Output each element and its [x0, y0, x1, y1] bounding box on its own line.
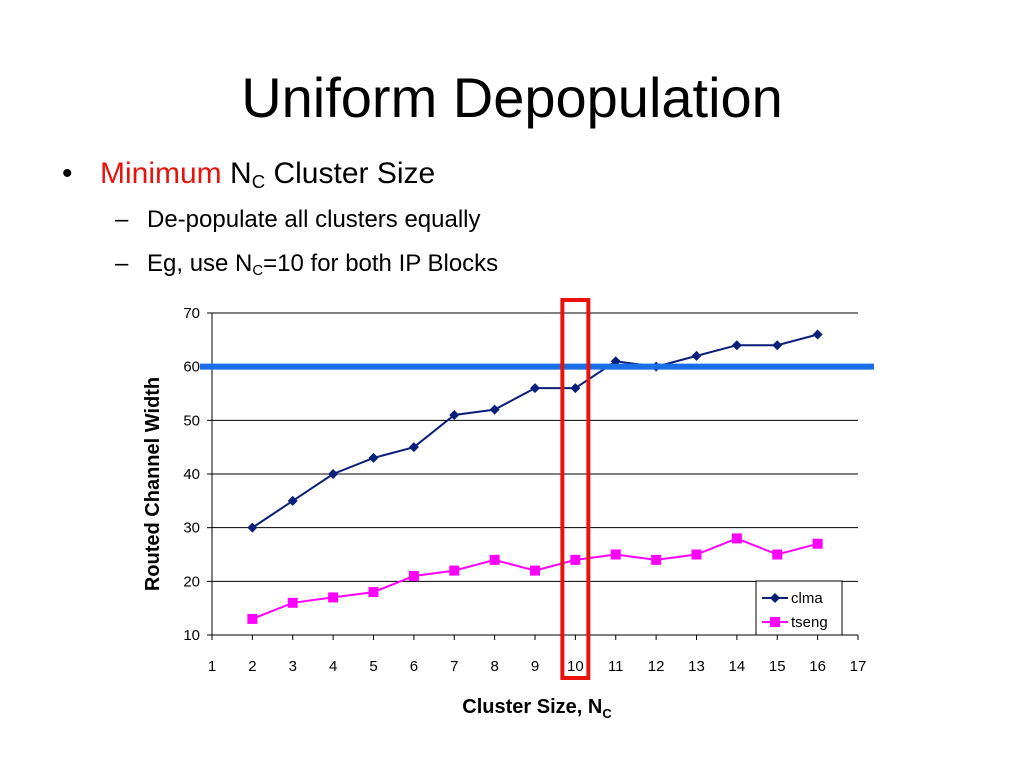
y-tick-label: 70 [183, 305, 200, 322]
sub-bullet-example: – Eg, use NC=10 for both IP Blocks [115, 248, 498, 280]
x-tick-label: 4 [329, 658, 337, 675]
data-point-clma [530, 383, 540, 394]
data-point-tseng [651, 554, 662, 565]
series-line-tseng [252, 537, 818, 620]
x-tick-label: 8 [490, 658, 498, 675]
bullet-minimum-cluster-size: • Minimum NC Cluster Size [62, 154, 435, 194]
x-tick-label: 17 [850, 658, 867, 675]
data-point-tseng [610, 549, 621, 560]
y-tick-label: 10 [183, 627, 200, 644]
data-point-clma [570, 383, 581, 394]
series-line-clma [251, 333, 818, 529]
sub-bullet-depopulate: – De-populate all clusters equally [115, 204, 481, 236]
y-tick-label: 40 [183, 466, 200, 483]
data-point-tseng [691, 549, 702, 560]
sub-bullet-marker: – [115, 206, 129, 233]
bullet-n-text: N [230, 157, 252, 190]
x-tick-label: 16 [809, 658, 826, 675]
x-tick-label: 1 [208, 658, 216, 675]
sub-bullet-text: De-populate all clusters equally [147, 206, 481, 233]
y-axis-title: Routed Channel Width [142, 377, 164, 591]
x-tick-label: 12 [648, 658, 665, 675]
data-point-tseng [530, 565, 540, 576]
data-point-clma [449, 409, 460, 420]
x-tick-label: 11 [608, 658, 624, 675]
x-tick-label: 15 [769, 658, 786, 675]
y-tick-label: 20 [183, 573, 200, 590]
sub-bullet-text-pre: Eg, use N [147, 250, 253, 277]
data-point-clma [489, 404, 500, 415]
x-tick-label: 5 [369, 658, 377, 675]
data-point-tseng [408, 570, 419, 581]
data-point-tseng [772, 549, 783, 560]
data-point-clma [328, 469, 339, 479]
data-point-tseng [489, 554, 500, 565]
slide-title: Uniform Depopulation [241, 66, 783, 129]
legend-marker-clma [770, 593, 780, 603]
legend-marker-tseng [770, 617, 780, 627]
data-point-clma [368, 452, 379, 463]
x-tick-label: 9 [531, 658, 539, 675]
data-point-tseng [287, 597, 298, 608]
x-tick-label: 10 [567, 658, 584, 675]
x-tick-label: 2 [248, 658, 256, 675]
bullet-accent-text: Minimum [100, 157, 222, 190]
bullet-n-subscript: C [251, 171, 266, 193]
data-point-tseng [368, 587, 379, 598]
data-point-tseng [328, 592, 339, 603]
data-point-clma [691, 350, 702, 361]
x-tick-label: 14 [729, 658, 746, 675]
y-tick-label: 30 [183, 520, 200, 537]
legend-label-clma: clma [791, 590, 823, 607]
data-point-tseng [812, 538, 823, 549]
x-tick-label: 3 [289, 658, 297, 675]
legend-label-tseng: tseng [791, 614, 828, 631]
y-tick-label: 50 [183, 412, 200, 429]
data-point-clma [408, 442, 419, 453]
data-point-clma [772, 340, 783, 351]
sub-bullet-subscript: C [252, 263, 264, 280]
data-point-clma [287, 495, 298, 506]
data-point-clma [812, 329, 823, 340]
highlight-box [560, 298, 591, 680]
data-point-tseng [570, 554, 581, 565]
data-point-tseng [449, 565, 460, 576]
sub-bullet-marker: – [115, 250, 129, 277]
bullet-marker: • [62, 157, 73, 190]
data-point-clma [247, 522, 258, 533]
sub-bullet-text-post: =10 for both IP Blocks [263, 250, 499, 277]
x-tick-label: 6 [410, 658, 418, 675]
data-point-tseng [247, 613, 258, 624]
data-point-clma [731, 340, 742, 351]
bullet-rest-text: Cluster Size [273, 157, 436, 190]
y-tick-label: 60 [183, 359, 200, 376]
x-axis-title: Cluster Size, NC [462, 696, 612, 721]
x-tick-label: 13 [688, 658, 705, 675]
x-tick-label: 7 [450, 658, 458, 675]
data-point-tseng [731, 533, 742, 544]
